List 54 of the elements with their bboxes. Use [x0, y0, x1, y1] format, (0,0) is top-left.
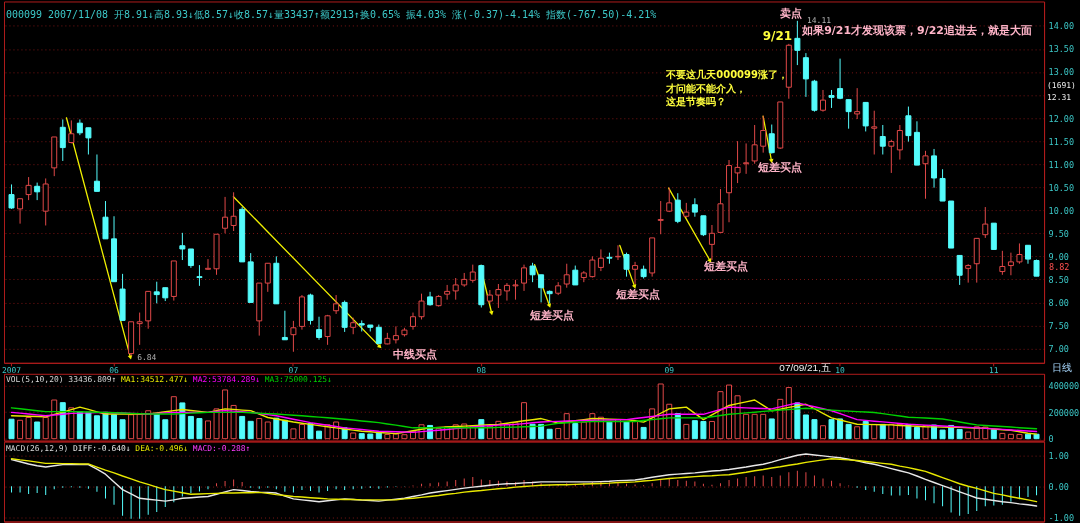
text: 日线 [1052, 361, 1073, 373]
x-tick-label: 06 [109, 366, 120, 376]
annotation: 中线买点 [393, 347, 438, 361]
x-tick-label: 11 [989, 366, 999, 376]
y-tick-label: -1.00 [1048, 512, 1075, 523]
annotation: 6.84 [137, 352, 157, 362]
annotation: 不要这几天000099涨了， [665, 69, 788, 81]
annotation: 短差买点 [614, 287, 660, 301]
text: 000099 2007/11/08 开8.91↓高8.93↓低8.57↓收8.57↓量33437↑额2913↑换0.65% 振4.03% 涨(-0.37)-4.14% 指数(-767.50)-4.21% [5, 9, 657, 21]
text: 12.31 [1047, 93, 1072, 103]
y-tick-label: 7.50 [1048, 320, 1069, 331]
annotation: 这是节奏吗？ [665, 96, 727, 108]
y-tick-label: 1.00 [1048, 450, 1069, 461]
y-tick-label: 9.50 [1048, 228, 1069, 239]
annotation: 07/09/21,五 [779, 361, 831, 373]
text: MA2:53784.289↓ [192, 374, 261, 384]
y-tick-label: 0.00 [1048, 481, 1069, 492]
annotation: 短差买点 [757, 161, 803, 175]
annotation: 卖点 [780, 7, 803, 21]
y-tick-label: 7.00 [1048, 344, 1069, 355]
y-tick-label: 13.00 [1048, 67, 1075, 78]
annotation: 14.11 [807, 16, 832, 26]
x-tick-label: 09 [664, 366, 675, 376]
text: DEA:-0.496↓ [135, 443, 189, 453]
annotation: 9/21 [762, 29, 793, 44]
text: MA1:34512.477↓ [120, 374, 189, 384]
y-tick-label: 12.00 [1048, 113, 1075, 124]
x-tick-label: 07 [288, 366, 299, 376]
x-tick-label: 10 [835, 366, 846, 376]
y-tick-label: 14.00 [1048, 21, 1075, 32]
y-tick-label: 11.00 [1048, 159, 1075, 170]
y-tick-label: 400000 [1048, 381, 1080, 392]
y-tick-label: 200000 [1048, 407, 1080, 418]
y-tick-label: 11.50 [1048, 136, 1075, 147]
text: 8.82 [1049, 261, 1070, 272]
text: (1691) [1047, 81, 1076, 91]
annotation: 如果9/21才发现该票，9/22追进去，就是大面 [801, 24, 1032, 38]
chart-title: MACD(26,12,9) [5, 443, 69, 453]
annotation: 才问能不能介入， [665, 83, 747, 95]
y-tick-label: 8.00 [1048, 297, 1069, 308]
annotation: MACD:-0.288↑ [192, 443, 251, 453]
y-tick-label: 0 [1048, 434, 1054, 445]
y-tick-label: 10.50 [1048, 182, 1075, 193]
y-tick-label: 8.50 [1048, 274, 1069, 285]
annotation: 短差买点 [529, 308, 575, 322]
x-tick-label: 2007 [1, 366, 22, 376]
y-tick-label: 13.50 [1048, 44, 1075, 55]
x-tick-label: 08 [476, 366, 487, 376]
series-label: DIFF:-0.640↓ [73, 443, 131, 453]
text: MA3:75000.125↓ [264, 374, 332, 384]
y-tick-label: 9.00 [1048, 251, 1069, 262]
chart-title: VOL(5,10,20) 33436.809↑ [5, 374, 117, 384]
annotation: 短差买点 [702, 259, 748, 273]
y-tick-label: 10.00 [1048, 205, 1075, 216]
